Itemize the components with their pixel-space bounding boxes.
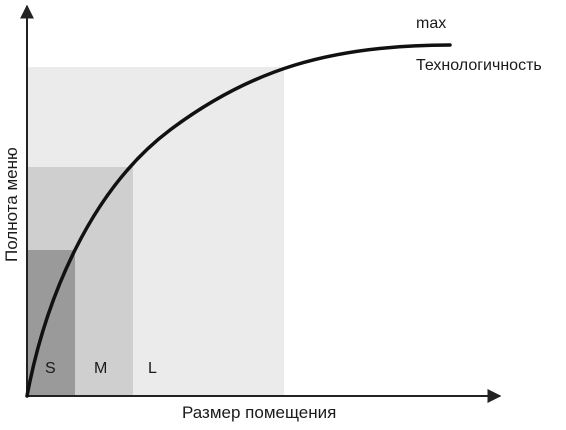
region-label-s: S (45, 360, 56, 377)
region-label-m: M (94, 360, 107, 377)
curve-label-technology: Технологичность (416, 57, 542, 74)
region-label-l: L (148, 360, 157, 377)
curve-label-max: max (416, 15, 446, 32)
x-axis-label: Размер помещения (182, 403, 336, 422)
technology-curve (25, 43, 452, 398)
region-s (27, 250, 75, 396)
y-axis-label: Полнота меню (2, 147, 21, 262)
